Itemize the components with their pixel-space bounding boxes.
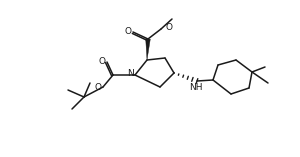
- Polygon shape: [146, 39, 150, 60]
- Text: NH: NH: [189, 84, 203, 92]
- Text: N: N: [127, 70, 134, 78]
- Text: O: O: [124, 27, 131, 36]
- Text: O: O: [165, 22, 172, 32]
- Text: O: O: [98, 57, 106, 65]
- Text: O: O: [94, 84, 101, 92]
